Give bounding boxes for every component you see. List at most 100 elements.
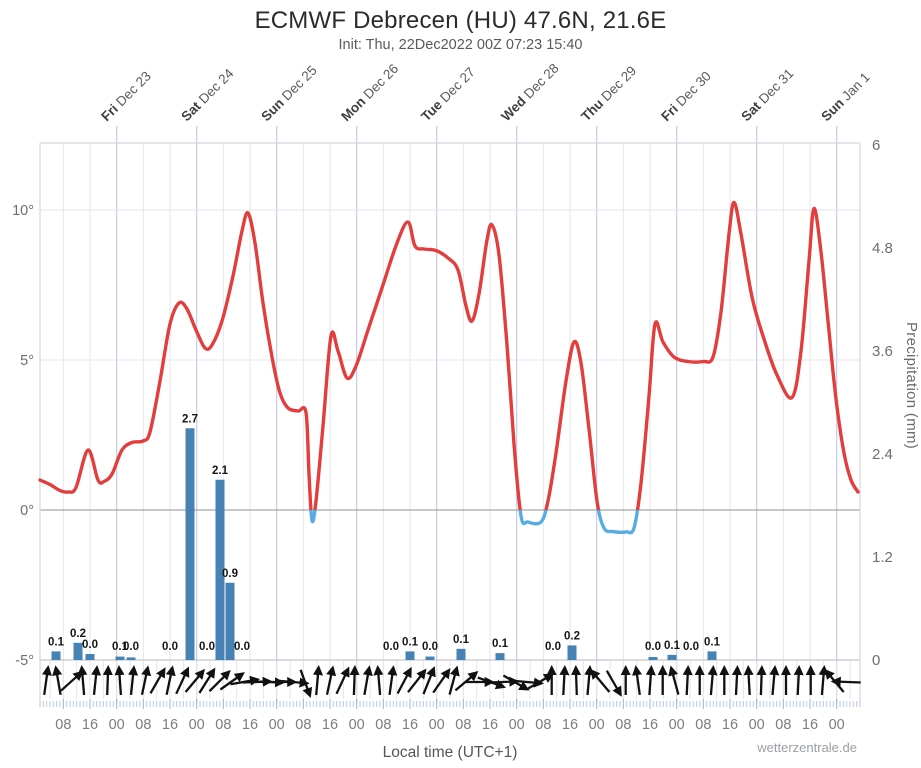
precip-value-label: 0.1 [402, 636, 419, 648]
precip-bar [405, 651, 415, 660]
precip-bar [185, 428, 195, 660]
wind-arrow [91, 665, 102, 696]
time-tick-label: 00 [349, 717, 365, 733]
precip-value-label: 0.0 [645, 641, 661, 653]
precip-bar [73, 642, 83, 660]
precip-bar [567, 645, 577, 660]
wind-arrow [128, 665, 139, 696]
precip-tick-label: 0 [872, 652, 880, 669]
time-tick-label: 08 [375, 717, 391, 733]
precip-bar [667, 654, 677, 660]
time-tick-label: 00 [669, 717, 685, 733]
wind-arrow [489, 676, 520, 687]
precip-value-label: 0.2 [70, 628, 86, 640]
precip-bar [115, 656, 125, 660]
precip-bar [707, 651, 717, 660]
day-label: Thu Dec 29 [578, 63, 639, 124]
precip-bar [126, 657, 136, 660]
minor-tick-row [39, 699, 861, 709]
wind-arrow [77, 664, 88, 696]
wind-arrow [432, 668, 451, 694]
day-label: Wed Dec 28 [498, 61, 561, 124]
precip-tick-label: 6 [872, 137, 880, 154]
wind-arrow [373, 664, 384, 696]
temperature-line [38, 200, 860, 510]
time-tick-label: 08 [775, 717, 791, 733]
precip-value-label: 0.0 [123, 641, 139, 653]
time-tick-label: 00 [429, 717, 445, 733]
wind-arrow [448, 665, 460, 695]
wind-arrow [140, 665, 152, 695]
wind-arrow [198, 667, 216, 694]
precip-tick-label: 3.6 [872, 343, 893, 360]
precip-value-label: 0.9 [222, 568, 238, 580]
temp-tick-label: 0° [20, 503, 34, 519]
precip-value-label: 0.0 [383, 641, 399, 653]
wind-arrow [184, 668, 206, 693]
wind-arrow [756, 664, 767, 696]
wind-arrow [527, 673, 555, 690]
time-tick-label: 00 [109, 717, 125, 733]
wind-arrow [208, 669, 231, 693]
precip-bar [51, 651, 61, 660]
time-tick-label: 00 [829, 717, 845, 733]
time-tick-label: 08 [215, 717, 231, 733]
wind-arrow [632, 665, 643, 696]
wind-arrow [731, 664, 743, 696]
precip-bar [648, 656, 658, 660]
time-tick-label: 00 [189, 717, 205, 733]
wind-arrow [668, 665, 680, 695]
temp-tick-label: 5° [20, 353, 34, 369]
time-tick-label: 16 [722, 717, 738, 733]
day-label: Sat Dec 24 [178, 65, 237, 124]
time-tick-label: 00 [509, 717, 525, 733]
gridlines [40, 126, 860, 705]
precip-value-label: 0.0 [199, 641, 215, 653]
wind-arrow [362, 665, 373, 695]
wind-arrow [513, 677, 545, 688]
day-label: Sun Dec 25 [258, 63, 320, 125]
plot-frame [39, 142, 861, 705]
wind-arrow [743, 664, 754, 696]
time-tick-label: 08 [295, 717, 311, 733]
wind-arrow [407, 668, 427, 693]
precip-bar [495, 653, 505, 660]
time-tick-label: 00 [269, 717, 285, 733]
wind-arrow [422, 666, 436, 695]
wind-arrow [299, 669, 313, 699]
wind-arrow [312, 664, 324, 696]
wind-arrow [325, 665, 337, 695]
day-label: Mon Dec 26 [338, 61, 401, 124]
temperature-curve [38, 200, 860, 535]
wind-arrow [645, 664, 656, 696]
precip-value-label: 0.0 [683, 641, 699, 653]
wind-arrow [165, 665, 176, 695]
time-tick-label: 08 [535, 717, 551, 733]
day-label: Fri Dec 23 [98, 68, 154, 124]
wind-arrow [114, 664, 125, 696]
time-tick-label: 16 [802, 717, 818, 733]
precip-value-label: 0.1 [492, 638, 509, 650]
wind-arrow [559, 664, 570, 696]
wind-arrow [41, 665, 52, 696]
day-label: Fri Dec 30 [658, 68, 714, 124]
precip-value-label: 0.2 [564, 630, 580, 642]
precip-value-label: 0.1 [48, 636, 65, 648]
time-tick-label: 00 [589, 717, 605, 733]
precip-bar [425, 656, 435, 660]
day-label: Tue Dec 27 [418, 64, 478, 124]
time-tick-label: 16 [162, 717, 178, 733]
precip-tick-label: 2.4 [872, 446, 893, 463]
precip-value-label: 2.7 [182, 413, 198, 425]
wind-arrow [175, 666, 190, 695]
wind-arrow [818, 664, 829, 696]
precip-tick-label: 1.2 [872, 549, 893, 566]
wind-arrow [149, 667, 166, 694]
time-tick-label: 08 [695, 717, 711, 733]
wind-arrow [682, 664, 693, 696]
wind-arrows [41, 664, 861, 699]
wind-arrow [830, 676, 861, 687]
wind-arrow [589, 668, 611, 693]
precip-value-label: 2.1 [212, 465, 229, 477]
